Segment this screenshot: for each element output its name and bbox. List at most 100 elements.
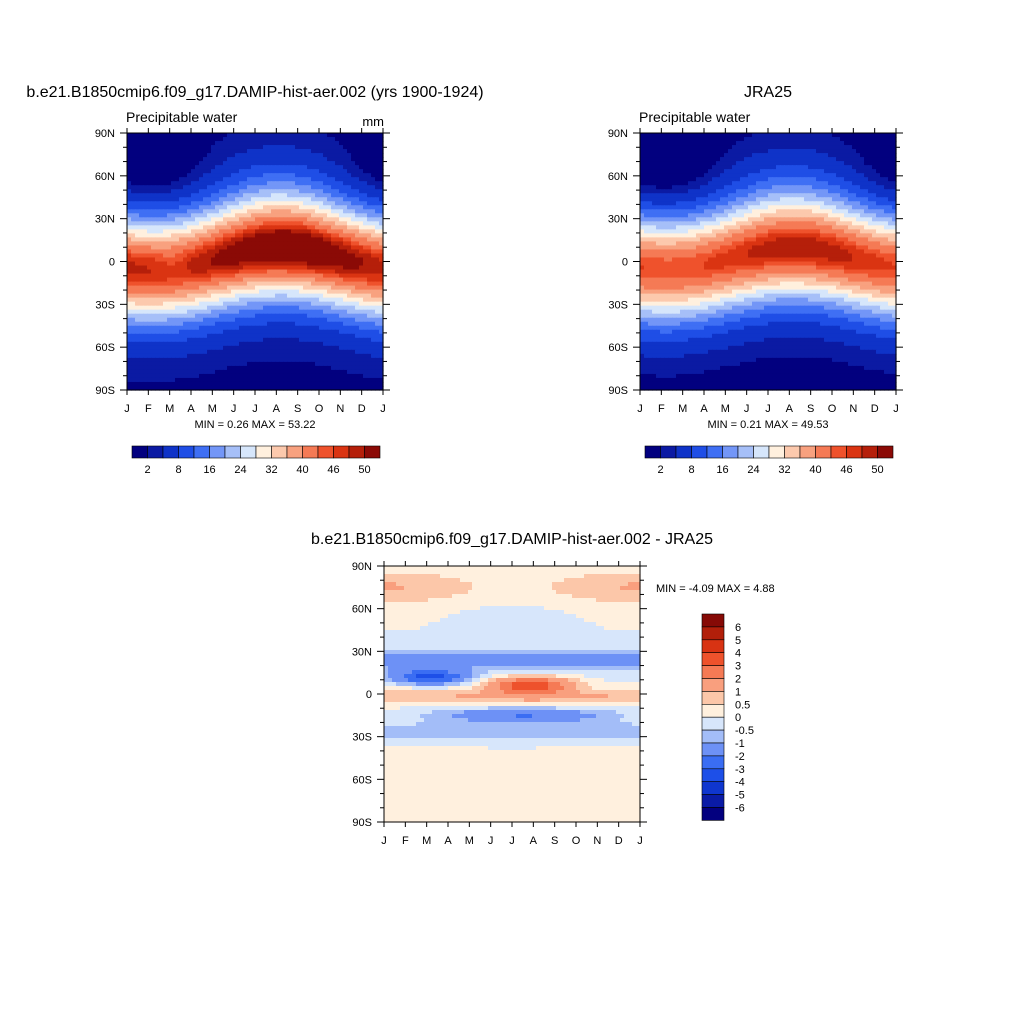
model-cell [355,197,360,202]
model-cell [167,137,172,142]
obs-cell [772,141,777,146]
obs-cell [696,165,701,170]
model-cell [199,253,204,259]
model-cell [211,385,216,391]
model-cell [251,157,256,162]
model-cell [135,137,140,142]
model-cell [127,205,132,210]
model-cell [191,297,196,303]
model-cell [183,353,188,359]
model-cell [179,197,184,202]
model-x-tick-label: J [231,403,237,415]
model-cell [271,277,276,283]
obs-cell [680,181,685,186]
obs-cell [760,141,765,146]
obs-cell [840,161,845,166]
model-colorbar-box [286,445,303,459]
model-cell [271,161,276,166]
model-colorbar-box [147,445,164,459]
model-cell [239,325,244,331]
model-cell [351,217,356,222]
model-cell [363,253,368,259]
model-cell [191,209,196,214]
model-cell [267,265,272,271]
model-cell [203,345,208,351]
model-cell [375,265,380,271]
model-cell [131,385,136,391]
model-cell [335,205,340,210]
model-cell [315,377,320,383]
model-cell [299,277,304,283]
model-cell [155,205,160,210]
model-cell [199,161,204,166]
model-cell [367,161,372,166]
model-cell [275,197,280,202]
model-cell [247,173,252,178]
model-cell [271,221,276,226]
model-cell [199,341,204,347]
model-cell [319,149,324,154]
model-colorbar-label: 24 [234,464,246,476]
model-cell [159,133,164,138]
model-cell [187,369,192,375]
model-cell [147,253,152,259]
model-cell [175,153,180,158]
model-cell [315,309,320,315]
model-cell [339,369,344,375]
model-cell [131,293,136,299]
model-cell [251,201,256,206]
model-cell [351,365,356,371]
model-cell [379,313,384,319]
model-cell [351,269,356,275]
obs-cell [708,137,713,142]
model-cell [271,165,276,170]
model-cell [367,345,372,351]
model-cell [275,333,280,339]
obs-cell [768,145,773,150]
model-cell [287,229,292,234]
model-cell [191,225,196,230]
model-cell [359,237,364,243]
model-cell [295,321,300,327]
model-cell [263,229,268,234]
model-cell [151,373,156,379]
model-cell [211,273,216,279]
model-cell [135,269,140,275]
obs-cell [836,157,841,162]
model-cell [231,357,236,363]
model-cell [275,377,280,383]
model-cell [263,349,268,355]
model-cell [295,233,300,239]
obs-cell [848,173,853,178]
model-cell [215,261,220,267]
model-cell [219,225,224,230]
model-cell [171,301,176,307]
model-cell [139,273,144,279]
model-cell [279,273,284,279]
model-cell [371,349,376,355]
model-cell [171,197,176,202]
model-cell [331,257,336,263]
model-cell [227,133,232,138]
model-cell [279,269,284,275]
model-cell [211,301,216,307]
model-cell [211,157,216,162]
model-cell [139,285,144,291]
model-cell [187,169,192,174]
model-cell [279,245,284,251]
model-cell [155,309,160,315]
model-cell [127,261,132,267]
model-cell [179,281,184,287]
model-cell [163,213,168,218]
model-cell [183,281,188,287]
model-cell [227,245,232,251]
model-cell [283,317,288,323]
model-cell [343,285,348,291]
model-cell [379,245,384,251]
model-cell [179,265,184,271]
obs-cell [676,161,681,166]
model-cell [147,353,152,359]
model-cell [219,209,224,214]
model-cell [251,217,256,222]
model-cell [131,273,136,279]
